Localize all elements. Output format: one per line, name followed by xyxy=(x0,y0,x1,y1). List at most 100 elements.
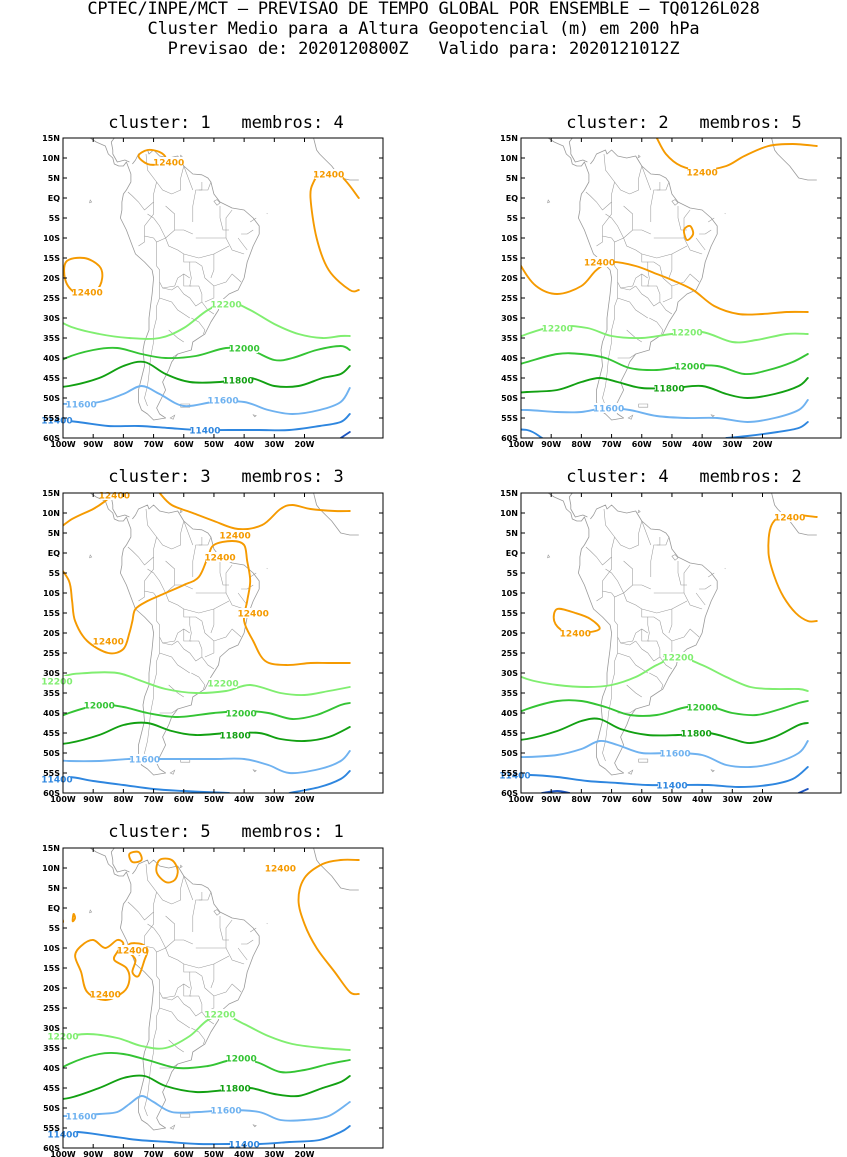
contour-label: 12400 xyxy=(219,531,250,541)
island xyxy=(295,848,296,849)
island xyxy=(671,554,679,561)
country-border xyxy=(145,508,185,550)
lat-label: 20S xyxy=(501,274,518,283)
lat-label: 25S xyxy=(501,294,518,303)
contour-label: 11400 xyxy=(499,771,530,781)
country-border xyxy=(198,891,212,901)
island xyxy=(252,1124,257,1128)
country-border xyxy=(626,684,642,698)
lon-label: 30W xyxy=(264,795,284,804)
panel-title-1: cluster: 1 membros: 4 xyxy=(108,113,344,133)
country-border xyxy=(204,273,242,287)
lat-label: 5N xyxy=(48,884,60,893)
coastline-layer xyxy=(89,493,359,776)
island xyxy=(89,909,93,914)
country-border xyxy=(144,637,160,762)
country-border xyxy=(641,520,652,546)
contour-label: 12400 xyxy=(686,168,717,178)
country-border xyxy=(635,285,661,307)
lat-label: 10N xyxy=(42,864,60,873)
contour-label-bg xyxy=(676,361,705,371)
country-border xyxy=(204,628,242,642)
lat-label: 5S xyxy=(49,569,61,578)
lon-label: 50W xyxy=(662,440,682,449)
lon-label: 40W xyxy=(234,795,254,804)
country-border xyxy=(237,947,248,961)
country-border xyxy=(649,672,664,690)
country-border xyxy=(695,237,706,251)
country-border xyxy=(183,955,230,969)
contour-label: 11800 xyxy=(219,1084,250,1094)
contour-label: 12400 xyxy=(560,629,591,639)
lon-label: 50W xyxy=(204,440,224,449)
lon-label: 90W xyxy=(83,1150,103,1157)
lat-label: 50S xyxy=(43,394,60,403)
contour-label: 12200 xyxy=(662,653,693,663)
lat-label: 10N xyxy=(500,509,518,518)
contour-label: 11600 xyxy=(210,1106,241,1116)
country-border xyxy=(177,640,203,662)
lon-label: 50W xyxy=(204,1150,224,1157)
country-border xyxy=(614,242,648,289)
island xyxy=(627,414,634,420)
contour-label-bg xyxy=(227,1053,256,1063)
contour-label-bg xyxy=(227,708,256,718)
lon-label: 40W xyxy=(692,440,712,449)
contour-11600 xyxy=(63,385,351,415)
country-border xyxy=(620,640,636,646)
contour-11800 xyxy=(63,360,351,388)
country-border xyxy=(183,629,192,642)
island xyxy=(724,213,726,215)
lat-label: 20S xyxy=(43,274,60,283)
country-border xyxy=(250,572,257,578)
country-border xyxy=(127,181,157,211)
lat-label: 10N xyxy=(500,154,518,163)
island xyxy=(213,909,221,916)
map-panel-2: 12400 12400 12200 12200 12000 11800 11600 15N 10… xyxy=(500,134,842,449)
contour-label-bg xyxy=(42,774,71,784)
contour-label-bg xyxy=(585,257,614,267)
lat-label: 15S xyxy=(43,254,60,263)
lat-label: 30S xyxy=(43,1024,60,1033)
map-frame xyxy=(62,137,384,439)
contour-12400 xyxy=(767,513,818,623)
contour-label-bg xyxy=(673,327,702,337)
lat-label: 35S xyxy=(43,334,60,343)
lon-label: 40W xyxy=(234,440,254,449)
contour-label-bg xyxy=(561,628,590,638)
contour-label: 11600 xyxy=(593,404,624,414)
country-border xyxy=(159,297,190,319)
header-line-1: CPTEC/INPE/MCT – PREVISAO DE TEMPO GLOBA… xyxy=(87,0,760,19)
country-border xyxy=(183,984,192,997)
contour-label: 12400 xyxy=(204,553,235,563)
country-border xyxy=(144,282,160,407)
country-border xyxy=(168,684,184,698)
contour-label: 11400 xyxy=(41,416,72,426)
lat-label: 30S xyxy=(501,314,518,323)
country-border xyxy=(183,600,230,614)
contour-label-bg xyxy=(190,425,219,435)
lat-label: 35S xyxy=(501,334,518,343)
lon-label: 80W xyxy=(113,440,133,449)
map-panel-4: 12400 12400 12200 12000 11800 11600 11400 11400… xyxy=(499,489,842,804)
contour-11400 xyxy=(63,1125,351,1146)
contour-11200 xyxy=(797,788,809,793)
contour-label-bg xyxy=(654,383,683,393)
contour-12200 xyxy=(63,1014,351,1051)
island xyxy=(295,493,296,494)
country-border xyxy=(225,564,233,593)
contour-label: 12000 xyxy=(228,344,259,354)
contour-label-bg xyxy=(73,287,102,297)
contour-label: 12000 xyxy=(674,362,705,372)
contour-12400 xyxy=(309,170,360,293)
central-america-coastline xyxy=(110,848,130,873)
country-border xyxy=(195,947,245,965)
country-border xyxy=(659,656,673,670)
country-border xyxy=(659,301,673,315)
country-border xyxy=(641,165,652,191)
contour-label: 12200 xyxy=(204,1010,235,1020)
country-border xyxy=(156,952,190,999)
lat-label: 30S xyxy=(43,314,60,323)
contour-label: 12400 xyxy=(93,637,124,647)
contour-label: 12400 xyxy=(117,946,148,956)
